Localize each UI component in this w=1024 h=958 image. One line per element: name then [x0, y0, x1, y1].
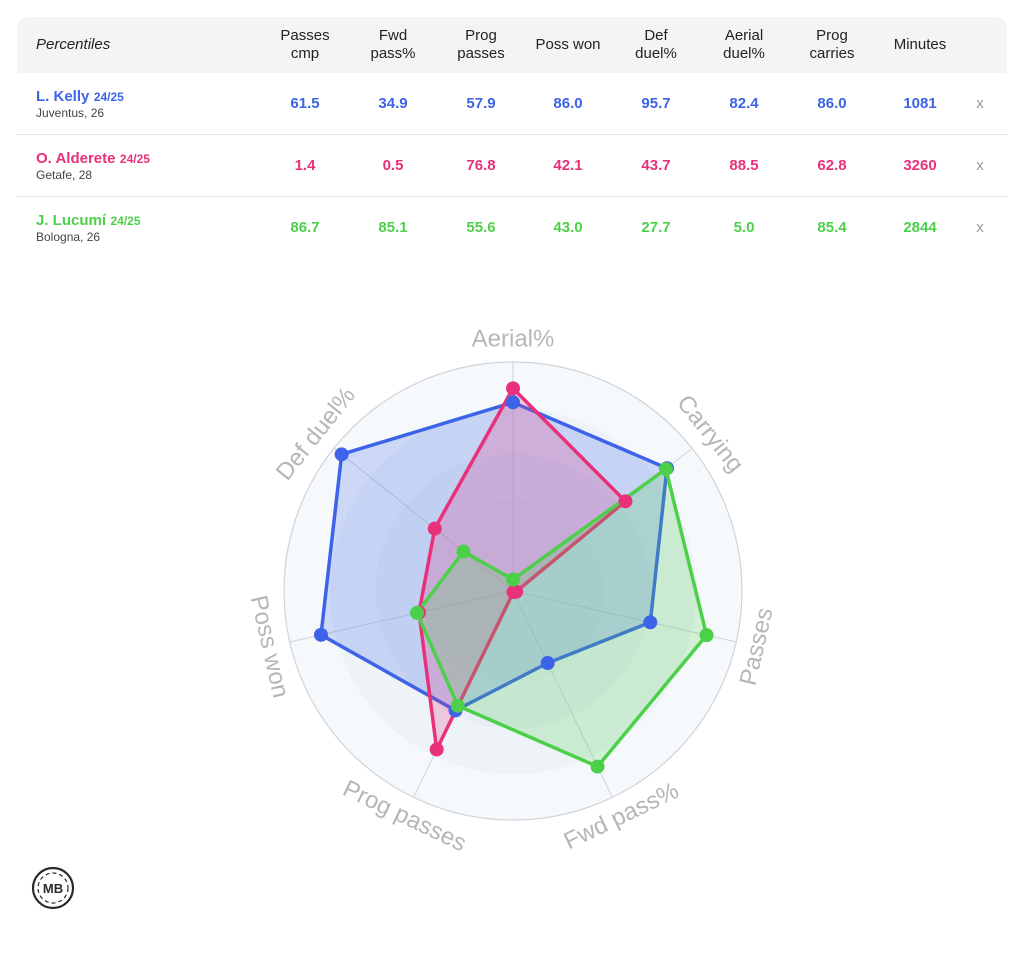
radar-data-point — [506, 572, 520, 587]
radar-data-point — [590, 759, 605, 774]
radar-data-point — [409, 605, 424, 620]
table-row: L. Kelly 24/25 Juventus, 26 61.5 34.9 57.9 86… — [17, 73, 1007, 135]
percentile-value: 27.7 — [641, 219, 671, 236]
radar-data-point — [429, 742, 444, 757]
player-name[interactable]: J. Lucumí — [36, 211, 107, 229]
radar-spoke — [512, 590, 737, 643]
percentile-value: 55.6 — [466, 219, 496, 236]
percentile-value: 62.8 — [817, 157, 847, 174]
percentiles-table: Percentiles Passes cmp Fwd pass% Prog pass… — [17, 17, 1007, 258]
column-header: Fwd pass% — [370, 27, 416, 62]
radar-spoke — [333, 447, 514, 592]
percentile-value: 1.4 — [294, 157, 316, 174]
radar-series-area — [415, 467, 709, 769]
percentile-value: 86.0 — [553, 95, 583, 112]
percentile-value: 76.8 — [466, 157, 496, 174]
radar-series-area — [417, 386, 628, 752]
player-team: Juventus, 26 — [36, 105, 105, 120]
radar-data-point — [540, 656, 555, 671]
percentile-value: 2844 — [903, 219, 937, 236]
corner-label: Percentiles — [36, 36, 111, 53]
column-header: Prog passes — [457, 27, 505, 62]
radar-data-point — [506, 381, 520, 396]
percentile-value: 34.9 — [378, 95, 408, 112]
radar-data-point — [506, 585, 521, 600]
radar-data-point — [334, 447, 349, 462]
table-body: L. Kelly 24/25 Juventus, 26 61.5 34.9 57.9 86… — [17, 73, 1007, 258]
player-season: 24/25 — [110, 213, 141, 228]
radar-data-point — [506, 395, 520, 410]
table-header: Percentiles Passes cmp Fwd pass% Prog pass… — [17, 17, 1007, 73]
player-info: J. Lucumí 24/25 Bologna, 26 — [36, 197, 141, 258]
remove-player-button[interactable]: x — [976, 219, 984, 236]
player-team: Getafe, 28 — [36, 167, 93, 182]
player-team: Bologna, 26 — [36, 229, 101, 244]
percentile-value: 86.7 — [290, 219, 320, 236]
column-header: Minutes — [893, 36, 947, 53]
radar-data-point — [450, 698, 465, 713]
player-season: 24/25 — [93, 89, 124, 104]
column-header: Poss won — [535, 36, 601, 53]
percentile-value: 82.4 — [729, 95, 759, 112]
player-name[interactable]: O. Alderete — [36, 149, 116, 167]
percentile-value: 3260 — [903, 157, 937, 174]
percentile-value: 0.5 — [382, 157, 404, 174]
column-header: Def duel% — [635, 27, 677, 62]
column-header: Prog carries — [809, 27, 855, 62]
percentile-value: 85.4 — [817, 219, 847, 236]
mb-logo: MB — [31, 866, 75, 910]
player-name[interactable]: L. Kelly — [36, 87, 90, 105]
player-info: O. Alderete 24/25 Getafe, 28 — [36, 135, 150, 196]
table-row: O. Alderete 24/25 Getafe, 28 1.4 0.5 76.8 42.… — [17, 135, 1007, 197]
remove-player-button[interactable]: x — [976, 157, 984, 174]
radar-axis-label: Aerial% — [472, 325, 555, 352]
radar-data-point — [313, 627, 328, 642]
percentile-value: 43.7 — [641, 157, 671, 174]
radar-data-point — [427, 521, 442, 536]
remove-player-button[interactable]: x — [976, 95, 984, 112]
percentile-value: 86.0 — [817, 95, 847, 112]
percentile-value: 85.1 — [378, 219, 408, 236]
percentile-value: 88.5 — [729, 157, 759, 174]
percentile-value: 95.7 — [641, 95, 671, 112]
percentile-value: 1081 — [903, 95, 937, 112]
radar-data-point — [658, 462, 673, 477]
percentile-value: 57.9 — [466, 95, 496, 112]
player-info: L. Kelly 24/25 Juventus, 26 — [36, 73, 124, 134]
column-header: Passes cmp — [280, 27, 330, 62]
radar-data-point — [643, 615, 658, 630]
radar-data-point — [618, 494, 633, 509]
player-season: 24/25 — [119, 151, 150, 166]
column-header: Aerial duel% — [723, 27, 765, 62]
percentile-value: 61.5 — [290, 95, 320, 112]
percentile-value: 5.0 — [733, 219, 755, 236]
percentile-value: 42.1 — [553, 157, 583, 174]
percentile-value: 43.0 — [553, 219, 583, 236]
logo-text: MB — [43, 881, 63, 896]
table-row: J. Lucumí 24/25 Bologna, 26 86.7 85.1 55.6 43… — [17, 197, 1007, 258]
radar-data-point — [456, 544, 471, 559]
radar-series-area — [319, 400, 669, 713]
radar-axis-label: Passes — [735, 605, 779, 688]
radar-data-point — [699, 628, 714, 643]
